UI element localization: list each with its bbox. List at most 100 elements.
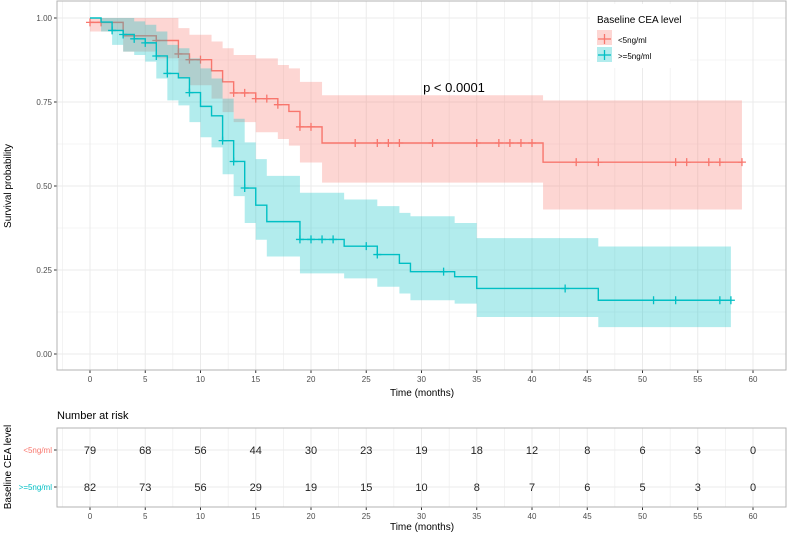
x-tick-label: 40 bbox=[528, 375, 537, 384]
x-tick-label: 20 bbox=[307, 375, 316, 384]
x-tick-label: 55 bbox=[693, 375, 702, 384]
risk-count: 5 bbox=[639, 482, 645, 494]
risk-count: 6 bbox=[584, 482, 590, 494]
risk-x-tick-label: 10 bbox=[196, 512, 205, 521]
censor-mark bbox=[307, 235, 315, 244]
risk-count: 6 bbox=[639, 445, 645, 457]
censor-mark bbox=[86, 18, 94, 27]
censor-mark bbox=[439, 267, 448, 276]
censor-mark bbox=[715, 296, 724, 305]
censor-mark bbox=[185, 55, 194, 64]
risk-count: 0 bbox=[750, 445, 756, 457]
risk-count: 3 bbox=[695, 445, 701, 457]
risk-count: 8 bbox=[474, 482, 480, 494]
x-tick-label: 15 bbox=[251, 375, 260, 384]
censor-mark bbox=[108, 26, 117, 35]
censor-mark bbox=[119, 30, 128, 39]
y-tick-label: 0.75 bbox=[36, 98, 52, 107]
y-tick-label: 1.00 bbox=[36, 14, 52, 23]
censor-mark bbox=[130, 34, 139, 43]
censor-mark bbox=[373, 138, 382, 147]
risk-y-axis-title: Baseline CEA level bbox=[3, 425, 14, 510]
x-tick-label: 25 bbox=[362, 375, 371, 384]
censor-mark bbox=[726, 296, 735, 305]
censor-mark bbox=[251, 94, 260, 103]
risk-count: 30 bbox=[305, 445, 317, 457]
y-axis-title: Survival probability bbox=[3, 144, 14, 228]
censor-mark bbox=[141, 38, 150, 47]
censor-mark bbox=[295, 235, 304, 244]
risk-count: 18 bbox=[471, 445, 483, 457]
censor-mark bbox=[295, 122, 304, 131]
censor-mark bbox=[229, 88, 238, 97]
censor-mark bbox=[329, 235, 338, 244]
risk-table-panel: 0 5 10 15 20 25 30 35 40 45 50 55 60<5ng/ml 79 68 56 44 3… bbox=[19, 427, 787, 521]
censor-mark bbox=[240, 88, 249, 97]
censor-mark bbox=[373, 250, 382, 259]
censor-mark bbox=[671, 296, 680, 305]
risk-x-axis-title: Time (months) bbox=[390, 522, 454, 533]
censor-mark bbox=[152, 51, 161, 60]
x-tick-label: 0 bbox=[88, 375, 93, 384]
risk-count: 15 bbox=[360, 482, 372, 494]
censor-mark bbox=[273, 100, 282, 109]
censor-mark bbox=[472, 138, 481, 147]
risk-x-tick-label: 30 bbox=[417, 512, 426, 521]
risk-count: 82 bbox=[84, 482, 96, 494]
censor-mark bbox=[737, 158, 746, 167]
risk-count: 56 bbox=[194, 445, 206, 457]
risk-x-tick-label: 55 bbox=[693, 512, 702, 521]
risk-count: 29 bbox=[250, 482, 262, 494]
risk-count: 23 bbox=[360, 445, 372, 457]
censor-mark bbox=[218, 136, 227, 145]
censor-mark bbox=[494, 138, 503, 147]
censor-mark bbox=[428, 138, 437, 147]
censor-mark bbox=[572, 158, 581, 167]
plot-border bbox=[56, 0, 787, 371]
risk-x-tick-label: 0 bbox=[88, 512, 93, 521]
y-tick-label: 0.25 bbox=[36, 266, 52, 275]
ci-band-1 bbox=[90, 18, 731, 328]
risk-count: 7 bbox=[529, 482, 535, 494]
x-tick-label: 45 bbox=[583, 375, 592, 384]
x-tick-label: 10 bbox=[196, 375, 205, 384]
censor-mark bbox=[362, 242, 371, 251]
x-tick-label: 60 bbox=[749, 375, 758, 384]
x-axis-title: Time (months) bbox=[390, 388, 454, 399]
censor-mark bbox=[505, 138, 514, 147]
legend-item-high: >=5ng/ml bbox=[618, 52, 652, 61]
censor-mark bbox=[528, 138, 536, 147]
censor-mark bbox=[384, 138, 393, 147]
censor-mark bbox=[715, 158, 724, 167]
censor-mark bbox=[704, 158, 713, 167]
censor-mark bbox=[671, 158, 680, 167]
risk-count: 19 bbox=[415, 445, 427, 457]
x-tick-label: 35 bbox=[472, 375, 481, 384]
risk-count: 79 bbox=[84, 445, 96, 457]
censor-mark bbox=[682, 158, 691, 167]
censor-mark bbox=[395, 138, 404, 147]
risk-x-tick-label: 35 bbox=[472, 512, 481, 521]
risk-row-label: >=5ng/ml bbox=[19, 483, 53, 492]
censor-mark bbox=[594, 158, 603, 167]
legend-title: Baseline CEA level bbox=[597, 15, 682, 26]
censor-mark bbox=[307, 122, 315, 131]
risk-count: 44 bbox=[250, 445, 262, 457]
x-tick-label: 5 bbox=[143, 375, 148, 384]
risk-count: 3 bbox=[695, 482, 701, 494]
risk-x-tick-label: 25 bbox=[362, 512, 371, 521]
censor-mark bbox=[561, 284, 570, 293]
y-tick-label: 0.00 bbox=[36, 350, 52, 359]
risk-count: 12 bbox=[526, 445, 538, 457]
risk-x-tick-label: 45 bbox=[583, 512, 592, 521]
risk-x-tick-label: 20 bbox=[307, 512, 316, 521]
legend: Baseline CEA level <5ng/ml >=5ng/ml bbox=[590, 4, 690, 68]
censor-mark bbox=[240, 184, 249, 193]
censor-mark bbox=[196, 55, 205, 64]
risk-x-tick-label: 15 bbox=[251, 512, 260, 521]
risk-count: 73 bbox=[139, 482, 151, 494]
censor-mark bbox=[351, 138, 360, 147]
x-tick-label: 30 bbox=[417, 375, 426, 384]
p-value-annotation: p < 0.0001 bbox=[423, 80, 485, 95]
